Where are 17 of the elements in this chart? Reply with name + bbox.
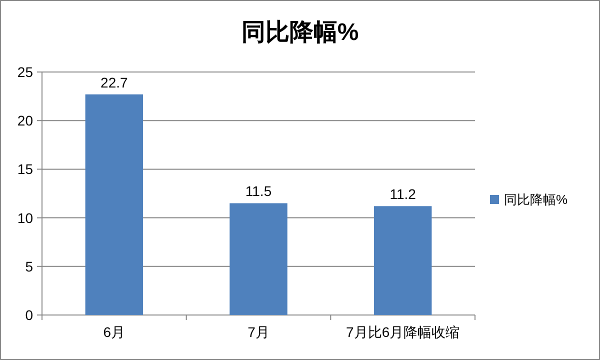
y-tick-label: 5 <box>25 258 34 274</box>
x-tick-label: 6月 <box>103 324 126 340</box>
y-tick-label: 10 <box>17 210 34 226</box>
chart-title: 同比降幅% <box>241 19 359 46</box>
bar <box>85 94 144 315</box>
y-tick-label: 15 <box>17 161 34 178</box>
x-tick-label: 7月 <box>248 324 270 340</box>
bar <box>374 206 432 315</box>
y-tick-label: 25 <box>17 64 34 80</box>
legend-label: 同比降幅% <box>504 192 568 207</box>
data-label: 22.7 <box>100 74 128 90</box>
x-tick-label: 7月比6月降幅收缩 <box>346 324 460 340</box>
data-label: 11.2 <box>390 186 416 202</box>
y-tick-label: 20 <box>17 112 34 129</box>
data-label: 11.5 <box>245 183 272 200</box>
y-tick-label: 0 <box>25 307 34 323</box>
bar <box>230 203 288 315</box>
